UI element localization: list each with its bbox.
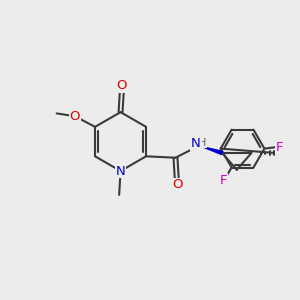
Text: O: O	[172, 178, 183, 191]
Text: F: F	[219, 174, 227, 187]
Polygon shape	[202, 146, 223, 154]
Text: O: O	[70, 110, 80, 123]
Text: F: F	[276, 141, 284, 154]
Text: H: H	[198, 138, 207, 148]
Text: O: O	[117, 79, 127, 92]
Text: N: N	[116, 164, 125, 178]
Text: N: N	[191, 137, 201, 150]
